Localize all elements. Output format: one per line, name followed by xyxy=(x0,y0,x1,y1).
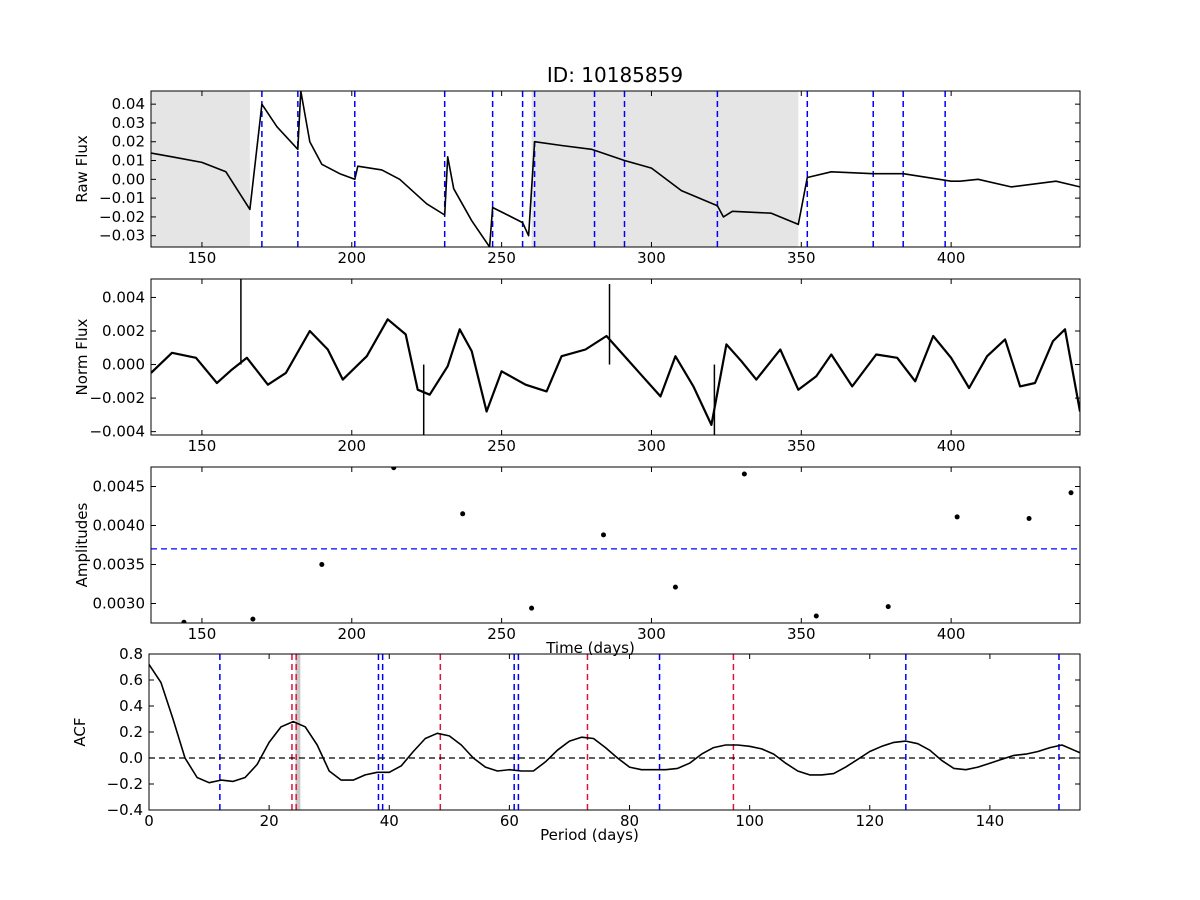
y-tick-label: 0.2 xyxy=(119,723,143,741)
y-tick-label: 0.8 xyxy=(119,645,143,663)
x-tick-label: 400 xyxy=(937,625,966,643)
x-tick-label: 400 xyxy=(937,437,966,455)
x-tick-label: 20 xyxy=(260,812,279,830)
y-tick-label: 0.0035 xyxy=(93,556,146,574)
shaded-region xyxy=(531,91,799,247)
panels: 150 200 250 300 350 400−0.03−0.02−0.010.000.0… xyxy=(71,90,1081,844)
data-point xyxy=(601,532,607,538)
data-point xyxy=(1068,490,1074,496)
y-tick-label: 0.0030 xyxy=(93,595,146,613)
y-axis-label: Norm Flux xyxy=(73,318,91,395)
x-tick-label: 0 xyxy=(144,812,154,830)
axes-frame xyxy=(150,90,1081,248)
figure-title: ID: 10185859 xyxy=(547,63,683,87)
period-band xyxy=(295,654,301,810)
y-tick-label: −0.03 xyxy=(99,227,145,245)
data-point xyxy=(813,613,819,619)
series-line xyxy=(149,663,1080,784)
data-point xyxy=(319,562,325,567)
y-axis-label: Raw Flux xyxy=(73,135,91,203)
x-tick-label: 250 xyxy=(487,437,516,455)
data-point xyxy=(460,511,466,517)
y-tick-label: −0.02 xyxy=(99,208,145,226)
data-point xyxy=(181,619,187,623)
x-tick-label: 400 xyxy=(937,249,966,267)
series-line xyxy=(151,318,1080,426)
y-tick-label: 0.01 xyxy=(112,152,145,170)
x-tick-label: 300 xyxy=(637,249,666,267)
x-tick-label: 350 xyxy=(787,625,816,643)
x-tick-label: 150 xyxy=(188,437,217,455)
y-tick-label: 0.004 xyxy=(102,288,145,306)
y-tick-label: 0.02 xyxy=(112,133,145,151)
panel-1: 150 200 250 300 350 400−0.03−0.02−0.010.000.0… xyxy=(73,90,1081,267)
y-tick-label: 0.6 xyxy=(119,671,143,689)
data-point xyxy=(391,467,397,471)
data-point xyxy=(250,616,256,622)
x-axis-label: Time (days) xyxy=(545,639,635,657)
x-tick-label: 150 xyxy=(188,625,217,643)
x-tick-label: 250 xyxy=(487,625,516,643)
x-tick-label: 200 xyxy=(337,437,366,455)
x-tick-label: 350 xyxy=(787,437,816,455)
axes-frame xyxy=(150,278,1081,436)
x-tick-label: 120 xyxy=(855,812,884,830)
x-tick-label: 200 xyxy=(337,249,366,267)
y-tick-label: 0.000 xyxy=(102,356,145,374)
plot-area xyxy=(151,467,1080,623)
x-tick-label: 100 xyxy=(735,812,764,830)
y-tick-label: 0.0045 xyxy=(93,478,146,496)
data-point xyxy=(529,605,535,611)
axes-frame xyxy=(150,466,1081,624)
x-tick-label: 300 xyxy=(637,437,666,455)
x-tick-label: 60 xyxy=(500,812,519,830)
x-tick-label: 80 xyxy=(620,812,639,830)
x-tick-label: 200 xyxy=(337,625,366,643)
y-tick-label: 0.002 xyxy=(102,322,145,340)
x-tick-label: 140 xyxy=(976,812,1005,830)
x-tick-label: 250 xyxy=(487,249,516,267)
y-axis-label: Amplitudes xyxy=(73,502,91,587)
data-point xyxy=(672,584,678,590)
plot-area xyxy=(151,91,1080,247)
y-tick-label: −0.4 xyxy=(107,801,143,819)
x-tick-label: 40 xyxy=(380,812,399,830)
y-tick-label: −0.002 xyxy=(89,389,145,407)
x-tick-label: 300 xyxy=(637,625,666,643)
y-axis-label: ACF xyxy=(71,717,89,746)
x-tick-label: 350 xyxy=(787,249,816,267)
panel-3: 150 200 250 300 350 400 0.0030 0.0035 0.0040 0.00… xyxy=(73,466,1081,657)
y-tick-label: −0.01 xyxy=(99,189,145,207)
x-axis-label: Period (days) xyxy=(540,826,639,844)
data-point xyxy=(954,514,960,520)
y-tick-label: −0.004 xyxy=(89,423,145,441)
data-point xyxy=(1026,515,1032,521)
y-tick-label: 0.4 xyxy=(119,697,143,715)
series-line xyxy=(151,91,1080,247)
shaded-region xyxy=(151,91,250,247)
data-point xyxy=(885,604,891,610)
data-point xyxy=(741,471,747,477)
y-tick-label: 0.0040 xyxy=(93,517,146,535)
plot-area xyxy=(151,279,1080,435)
plot-area xyxy=(149,654,1080,810)
y-tick-label: 0.00 xyxy=(112,170,145,188)
y-tick-label: −0.2 xyxy=(107,775,143,793)
y-tick-label: 0.0 xyxy=(119,749,143,767)
panel-2: 150 200 250 300 350 400 −0.004 −0.002 0.000 0.002… xyxy=(73,278,1081,455)
y-tick-label: 0.04 xyxy=(112,95,145,113)
y-tick-label: 0.03 xyxy=(112,114,145,132)
x-tick-label: 150 xyxy=(188,249,217,267)
panel-4: 0 20 40 60 80 100 120 140 −0.4 −0.2 0.0 0.2 0.4 0.6 0.… xyxy=(71,645,1081,844)
